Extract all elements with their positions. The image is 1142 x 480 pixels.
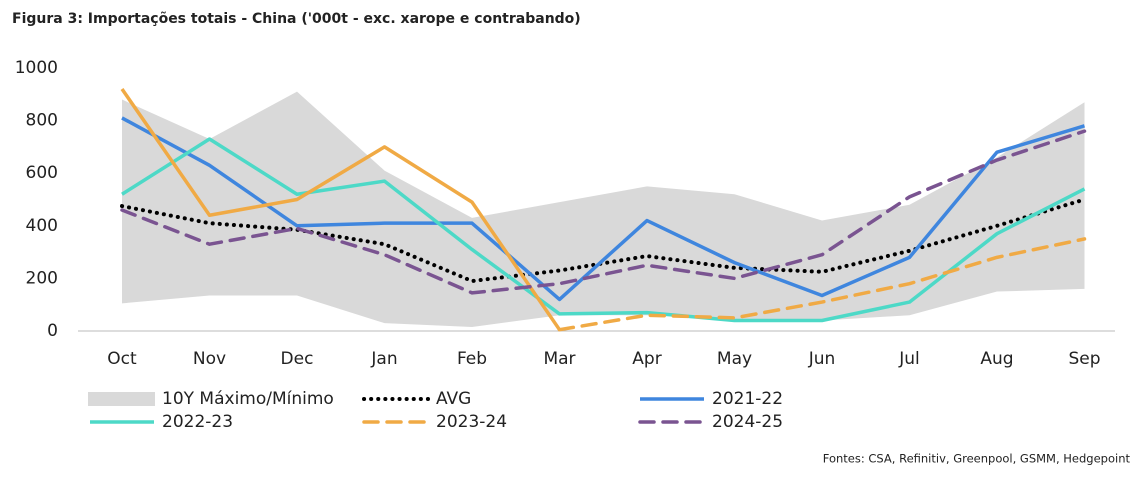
legend-label: 2024-25 [712, 412, 783, 432]
x-tick-label: Nov [193, 349, 226, 369]
x-tick-label: Jul [898, 349, 920, 369]
series-line [121, 137, 1086, 323]
legend-label: 2023-24 [436, 412, 507, 432]
x-tick-label: May [717, 349, 752, 369]
x-tick-label: Sep [1068, 349, 1100, 369]
x-tick-label: Jun [808, 349, 836, 369]
series-line [121, 116, 1086, 302]
x-tick-label: Dec [281, 349, 314, 369]
legend-label: AVG [436, 389, 471, 409]
x-tick-label: Aug [980, 349, 1013, 369]
band-layer [122, 91, 1085, 328]
series-line [120, 129, 1087, 295]
y-tick-label: 800 [26, 111, 58, 131]
y-tick-label: 0 [47, 321, 58, 341]
legend-label: 10Y Máximo/Mínimo [162, 389, 334, 409]
legend-label: 2021-22 [712, 389, 783, 409]
chart-title: Figura 3: Importações totais - China ('0… [12, 11, 581, 27]
legend-swatch [88, 392, 155, 406]
y-tick-label: 600 [26, 163, 58, 183]
y-tick-label: 200 [26, 268, 58, 288]
x-tick-label: Oct [107, 349, 137, 369]
legend-label: 2022-23 [162, 412, 233, 432]
x-tick-label: Jan [370, 349, 397, 369]
y-tick-label: 400 [26, 216, 58, 236]
x-tick-label: Apr [632, 349, 661, 369]
series-line [120, 197, 1087, 284]
series-line [120, 88, 561, 331]
source: Fontes: CSA, Refinitiv, Greenpool, GSMM,… [823, 452, 1131, 466]
x-tick-label: Feb [457, 349, 487, 369]
series-line [557, 237, 1087, 332]
min-max-band [122, 91, 1085, 328]
x-tick-label: Mar [543, 349, 575, 369]
y-tick-label: 1000 [15, 58, 58, 78]
